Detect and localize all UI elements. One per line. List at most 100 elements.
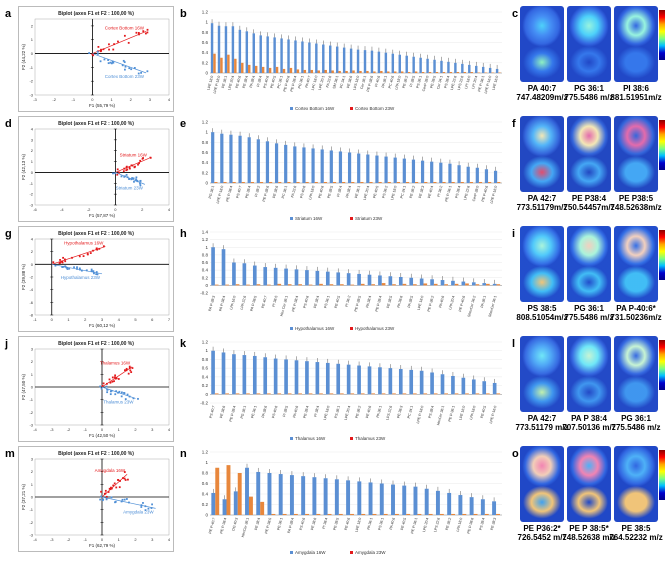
bar-23w [496,393,501,395]
bar-23w [360,181,364,183]
category-label: PE 38:3 [418,185,425,198]
bar-23w [456,71,460,73]
observation-point [61,261,64,264]
observation-point [125,165,128,168]
biplot-j: Biplot (axes F1 et F2 : 100,00 %) -4 -3 -2-… [18,336,174,442]
legend-swatch-23w [350,327,353,330]
y-tick-label: 2 [31,469,34,474]
category-label: LPE 16:0 [458,405,466,420]
observation-point [96,248,99,251]
observation-point [68,267,71,270]
panel-letter-i: i [512,228,516,240]
bar-23w [327,513,332,515]
category-label: PS 36:1 [416,75,423,88]
observation-point [123,471,126,473]
bar-23w [310,69,314,73]
bar-23w [246,393,250,395]
category-label: PS 38:4 [443,75,450,88]
observation-point [80,269,83,272]
x-tick-label: 0 [101,537,104,542]
y-tick-label: 1.2 [202,450,209,455]
category-label: PE 40:5 [270,75,277,88]
observation-point [123,167,126,170]
category-label: PA P-38:4 [287,517,295,533]
panel-letter-l: l [512,338,516,350]
y-tick-label: 0.2 [202,502,209,507]
y-tick-label: 0.2 [202,275,209,280]
biplot-title: Biplot (axes F1 et F2 : 100,00 %) [58,121,134,127]
observation-point [137,72,140,75]
category-label: LPE 18:0 [323,405,331,420]
observation-point [139,179,142,182]
y-tick-label: 1.2 [202,340,209,345]
legend-label-16w: Amygdala 16W [295,550,326,555]
category-label: PE 36:2 [402,75,409,88]
y-tick-label: -3 [29,203,33,208]
bar-16w [256,471,261,515]
plot-frame [34,128,170,206]
observation-point [107,59,110,61]
category-label: LPE 20:4 [344,405,352,420]
bar-16w [229,134,233,183]
bar-23w [405,181,410,183]
bar-23w [484,513,489,515]
bar-16w [368,482,373,515]
observation-point [122,477,124,480]
observation-point [142,502,144,504]
lipid-species-label: PG 36:1 [574,304,604,313]
observation-point [100,495,103,498]
observation-point [82,255,85,258]
ion-image-caption: PI 38:6 881.51951m/z [608,84,664,102]
bar-16w [242,355,247,395]
biplot-m: Biplot (axes F1 et F2 : 100,00 %) -4 -3 -2-… [18,446,174,552]
maldi-brain-image [567,446,611,522]
observation-point [126,176,129,179]
observation-point [62,265,65,268]
category-label: PE 36:2 [355,405,362,418]
category-label: PG 36:1 [208,185,215,199]
series-label: Amygdala 23W [123,509,154,514]
category-label: PE 38:3 [396,405,403,418]
bar-16w [451,375,455,395]
bar-23w [351,181,355,183]
bar-23w [324,69,327,73]
bar-16w [402,485,407,515]
bar-16w [284,268,288,286]
x-tick-label: 4 [168,427,171,432]
lipid-species-label: PE P38:5 [618,194,654,203]
observation-point [76,268,78,270]
observation-point [110,496,113,499]
maldi-brain-image [614,226,658,302]
observation-point [130,178,133,181]
bar-23w [287,284,292,286]
bar-16w [259,35,262,73]
category-label: PE 40:7 [261,295,268,308]
observation-point [79,268,81,271]
category-label: PS 40:7 [209,405,216,418]
bar-23w [305,513,310,515]
observation-point [113,43,115,46]
bar-23w [241,181,245,183]
bar-23w [250,181,254,183]
category-label: PE P-40:6 [458,295,466,312]
observation-point [61,260,64,263]
category-label: LPE 18:0 [417,295,425,310]
legend-swatch-23w [350,437,353,440]
category-label: CerP 38:0 [472,185,480,202]
color-scale-bar [659,10,665,60]
observation-point [88,52,91,54]
bar-23w [442,181,446,183]
bar-16w [440,374,445,395]
observation-point [93,272,95,275]
bar-23w [371,284,375,286]
bar-23w [407,71,411,73]
bar-16w [411,159,416,183]
observation-point [127,478,129,481]
bar-16w [211,132,215,183]
x-tick-label: -4 [60,207,64,212]
biplot-title: Biplot (axes F1 et F2 : 100,00 %) [58,341,134,347]
bar-16w [484,169,489,183]
observation-point [129,369,132,372]
bar-23w [451,513,456,515]
observation-point [91,53,94,56]
